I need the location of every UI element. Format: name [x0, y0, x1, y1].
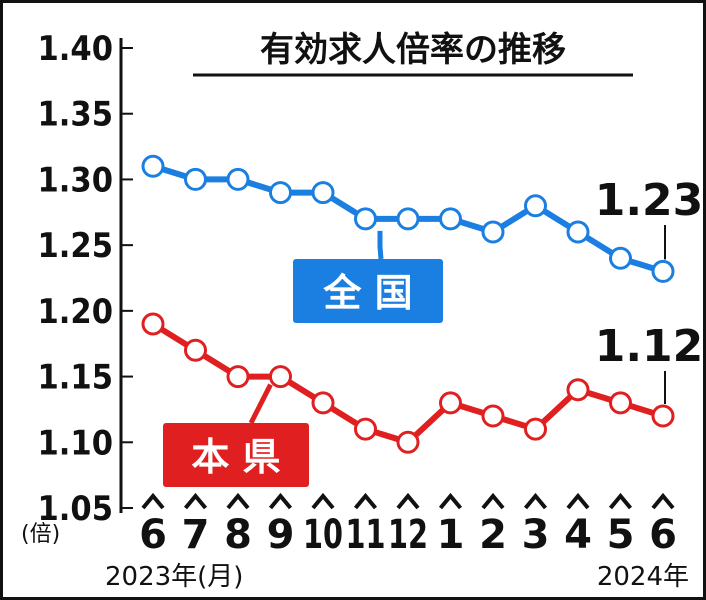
year-end-label: 2024年	[597, 562, 689, 592]
data-point	[524, 417, 547, 441]
series-leader-prefecture	[248, 383, 273, 425]
x-tick-label: 8	[224, 512, 252, 558]
series-layer	[141, 154, 675, 454]
x-tick-caret	[226, 492, 250, 510]
data-point	[481, 220, 505, 244]
x-tick-caret	[608, 492, 633, 510]
x-tick-label: 2	[479, 512, 507, 558]
data-point	[566, 378, 590, 402]
data-point	[651, 259, 675, 283]
x-tick-marks	[141, 492, 675, 510]
x-tick-label: 6	[139, 512, 167, 558]
series-badge-prefecture: 本 県	[163, 383, 309, 487]
y-tick-label: 1.40	[38, 29, 113, 69]
data-point	[566, 220, 590, 244]
x-tick-caret	[396, 492, 420, 510]
x-tick-label: 1	[437, 512, 465, 558]
data-point	[439, 391, 462, 415]
x-tick-labels: 6 7 8 9 10 11 12 1 2 3 4 5 6	[139, 512, 677, 558]
x-tick-label: 6	[649, 512, 677, 558]
x-tick-label: 5	[607, 512, 635, 558]
series-leader-national	[377, 230, 384, 260]
data-point	[141, 154, 165, 178]
x-tick-label: 9	[267, 512, 295, 558]
x-tick-label: 3	[522, 512, 550, 558]
chart-title: 有効求人倍率の推移	[260, 30, 566, 70]
y-tick-label: 1.10	[38, 423, 113, 463]
x-tick-label: 12	[388, 512, 428, 558]
y-tick-label: 1.15	[38, 358, 113, 398]
data-point	[311, 391, 335, 415]
data-point	[481, 404, 505, 428]
end-value-label-national: 1.23	[595, 175, 703, 226]
series-badge-bg-national	[293, 259, 443, 323]
y-unit-label: (倍)	[21, 522, 60, 547]
x-tick-caret	[141, 492, 165, 510]
data-point	[609, 246, 632, 270]
data-point	[269, 181, 292, 205]
data-point	[226, 365, 250, 389]
data-point	[311, 181, 335, 205]
x-tick-caret	[438, 492, 463, 510]
chart: 有効求人倍率の推移 1.401.351.301.251.201.151.101.…	[21, 29, 703, 592]
data-point	[354, 207, 377, 231]
data-point	[609, 391, 632, 415]
x-tick-label: 7	[182, 512, 210, 558]
x-tick-caret	[523, 492, 548, 510]
data-point	[184, 167, 207, 191]
data-point	[439, 207, 462, 231]
series-badge-national: 全 国	[293, 230, 443, 323]
year-start-label: 2023年(月)	[105, 562, 243, 592]
data-point	[524, 194, 547, 218]
series-name-national: 全 国	[322, 271, 412, 315]
data-point	[226, 167, 250, 191]
data-point	[396, 430, 420, 454]
y-tick-label: 1.30	[38, 160, 113, 200]
y-tick-labels: 1.40 1.35 1.30 1.25 1.20 1.15 1.10 1.05	[38, 29, 113, 529]
data-point	[141, 312, 165, 336]
x-tick-label: 10	[303, 512, 343, 558]
x-tick-caret	[183, 492, 208, 510]
data-point	[354, 417, 377, 441]
y-tick-label: 1.35	[38, 95, 113, 135]
data-point	[269, 365, 292, 389]
data-point	[396, 207, 420, 231]
x-tick-caret	[311, 492, 335, 510]
series-name-prefecture: 本 県	[191, 435, 280, 479]
x-tick-caret	[566, 492, 590, 510]
series-badge-bg-prefecture	[163, 423, 309, 487]
x-tick-label: 4	[564, 512, 592, 558]
x-tick-caret	[481, 492, 505, 510]
y-tick-label: 1.20	[38, 292, 113, 332]
y-tick-label: 1.05	[38, 489, 113, 529]
y-tick-label: 1.25	[38, 226, 113, 266]
x-tick-caret	[651, 492, 675, 510]
end-value-label-prefecture: 1.12	[595, 321, 703, 372]
data-point	[651, 404, 675, 428]
x-tick-label: 11	[346, 512, 386, 558]
data-point	[184, 338, 207, 362]
y-tick-marks	[121, 47, 133, 509]
x-tick-caret	[353, 492, 378, 510]
x-tick-caret	[268, 492, 293, 510]
